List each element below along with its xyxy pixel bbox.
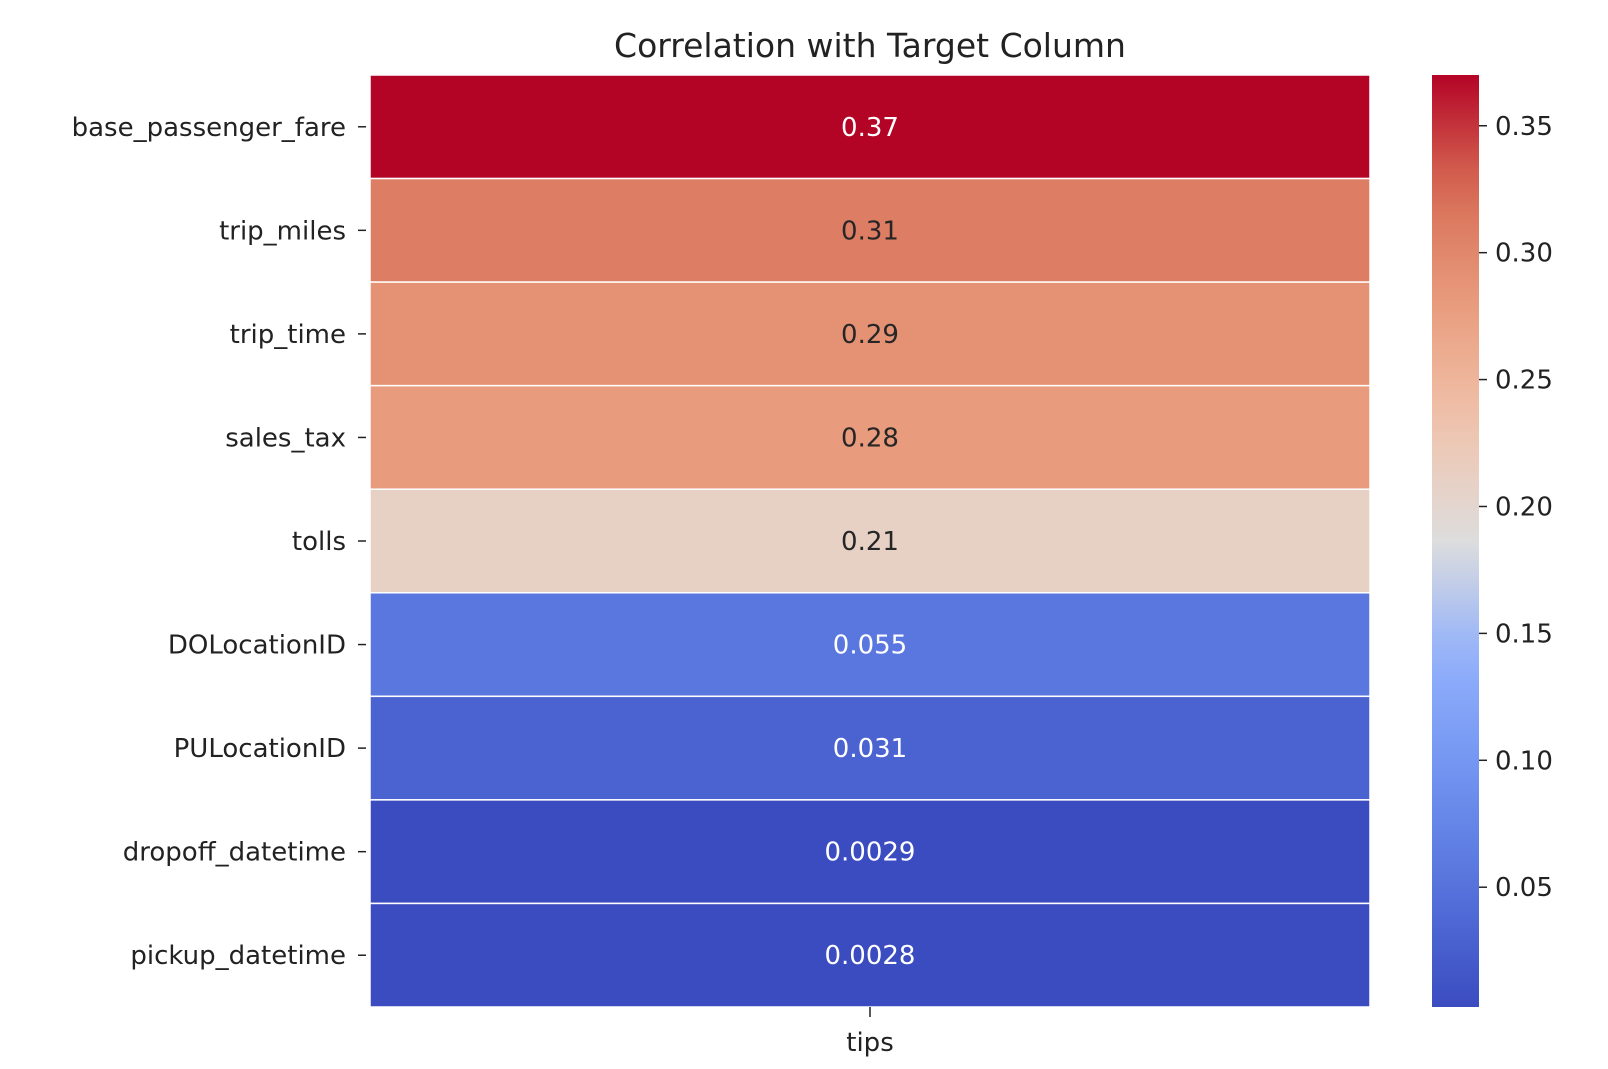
heatmap-cell-DOLocationID [369, 592, 1371, 698]
cell-value-label: 0.031 [833, 734, 907, 764]
cell-value-label: 0.31 [841, 216, 899, 246]
heatmap-cell-dropoff_datetime [369, 799, 1371, 905]
y-tick-label: tolls [292, 527, 346, 557]
colorbar-tick-label: 0.35 [1495, 112, 1553, 142]
colorbar-tick-label: 0.25 [1495, 366, 1553, 396]
heatmap-cell-base_passenger_fare [369, 74, 1371, 180]
cell-value-label: 0.055 [833, 631, 907, 661]
colorbar-gradient [1432, 75, 1479, 1007]
y-tick-label: DOLocationID [168, 631, 346, 661]
cell-value-label: 0.0028 [825, 941, 916, 971]
column-labels: tips [846, 1007, 894, 1058]
cell-value-label: 0.21 [841, 527, 899, 557]
colorbar: 0.35 0.30 0.25 0.20 0.15 0.10 0.05 [1432, 75, 1553, 1007]
y-tick-label: sales_tax [225, 423, 346, 453]
colorbar-tick-label: 0.10 [1495, 746, 1553, 776]
cell-value-label: 0.0029 [825, 838, 916, 868]
row-labels: base_passenger_fare trip_miles trip_timesa… [72, 113, 366, 971]
heatmap-cell-trip_miles [369, 177, 1371, 283]
chart-title: Correlation with Target Column [614, 26, 1126, 65]
x-tick-label: tips [846, 1028, 893, 1058]
colorbar-tick-label: 0.20 [1495, 492, 1553, 522]
y-tick-label: base_passenger_fare [72, 113, 346, 143]
cell-value-label: 0.37 [841, 113, 899, 143]
y-tick-label: dropoff_datetime [123, 838, 346, 868]
heatmap-cells: 0.37 0.31 0.29 0.28 0.21 0.055 0.031 0.0029 0.00… [369, 74, 1371, 1008]
y-tick-label: PULocationID [174, 734, 346, 764]
heatmap-cell-sales_tax [369, 384, 1371, 490]
y-tick-label: pickup_datetime [130, 941, 346, 971]
cell-value-label: 0.29 [841, 320, 899, 350]
y-tick-label: trip_miles [219, 216, 346, 246]
heatmap-cell-tolls [369, 488, 1371, 594]
y-tick-label: trip_time [230, 320, 346, 350]
colorbar-tick-label: 0.05 [1495, 873, 1553, 903]
heatmap-cell-trip_time [369, 281, 1371, 387]
colorbar-tick-label: 0.30 [1495, 239, 1553, 269]
colorbar-tick-label: 0.15 [1495, 619, 1553, 649]
cell-value-label: 0.28 [841, 423, 899, 453]
